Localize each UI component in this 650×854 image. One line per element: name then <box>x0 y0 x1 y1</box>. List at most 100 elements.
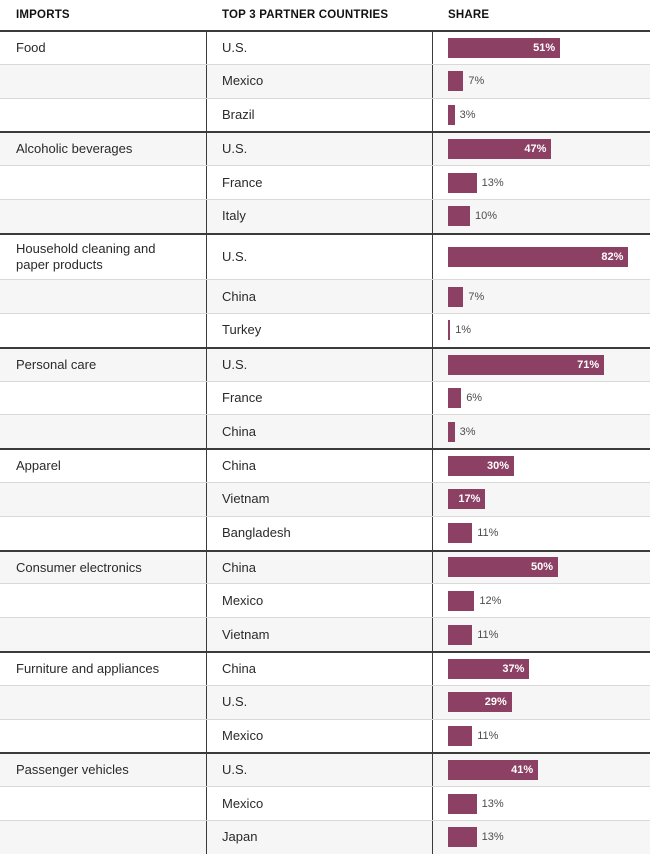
country-label: France <box>222 174 263 190</box>
import-category-cell <box>0 64 207 98</box>
share-value-label: 30% <box>486 460 509 473</box>
table-row: Furniture and appliances China 37% <box>0 650 650 685</box>
share-bar <box>448 172 477 193</box>
import-category-cell: Passenger vehicles <box>0 754 207 787</box>
table-row: Passenger vehicles U.S. 41% <box>0 752 650 787</box>
import-category-cell: Personal care <box>0 348 207 381</box>
table-row: France 13% <box>0 165 650 199</box>
share-cell: 30% <box>433 450 650 482</box>
share-cell: 37% <box>433 653 650 685</box>
import-category-label: Personal care <box>16 356 97 372</box>
country-label: China <box>222 423 256 439</box>
share-bar: 50% <box>448 557 558 578</box>
share-cell: 11% <box>433 720 650 753</box>
country-label: U.S. <box>222 39 248 55</box>
country-label: U.S. <box>222 356 248 372</box>
header-imports: IMPORTS <box>16 9 70 21</box>
share-value-label: 1% <box>455 324 472 337</box>
table-row: France 6% <box>0 380 650 415</box>
country-cell: Turkey <box>207 313 433 347</box>
share-value-label: 3% <box>459 108 476 121</box>
share-value-label: 10% <box>475 210 498 223</box>
share-bar: 71% <box>448 354 605 375</box>
country-label: U.S. <box>222 249 248 265</box>
share-bar <box>448 793 477 814</box>
share-cell: 47% <box>433 133 650 165</box>
import-category-cell <box>0 516 207 550</box>
country-cell: U.S. <box>207 754 433 787</box>
share-value-label: 71% <box>577 358 600 371</box>
country-label: Mexico <box>222 728 264 743</box>
country-cell: Vietnam <box>207 618 433 651</box>
share-bar <box>448 590 475 611</box>
import-category-cell: Alcoholic beverages <box>0 133 207 166</box>
country-cell: Mexico <box>207 719 433 753</box>
share-cell: 11% <box>433 517 650 550</box>
share-bar <box>448 387 462 408</box>
import-category-cell <box>0 584 207 618</box>
share-cell: 13% <box>433 821 650 854</box>
country-cell: China <box>207 652 433 685</box>
share-cell: 82% <box>433 235 650 279</box>
share-bar <box>448 71 464 92</box>
share-cell: 71% <box>433 349 650 381</box>
country-cell: Italy <box>207 199 433 233</box>
share-bar: 17% <box>448 489 486 510</box>
country-cell: U.S. <box>207 348 433 381</box>
share-value-label: 3% <box>459 425 476 438</box>
table-row: Household cleaning and paper products U.S… <box>0 232 650 280</box>
country-label: China <box>222 458 256 474</box>
share-cell: 12% <box>433 584 650 617</box>
share-cell: 41% <box>433 754 650 786</box>
import-category-cell <box>0 280 207 313</box>
country-cell: France <box>207 166 433 199</box>
share-cell: 10% <box>433 200 650 233</box>
country-label: China <box>222 288 256 304</box>
share-value-label: 13% <box>481 831 504 844</box>
import-category-cell <box>0 381 207 415</box>
share-value-label: 7% <box>468 75 485 88</box>
country-label: Mexico <box>222 795 264 811</box>
header-share: SHARE <box>448 9 490 21</box>
share-value-label: 82% <box>601 250 624 263</box>
country-cell: U.S. <box>207 133 433 166</box>
share-bar <box>448 286 464 307</box>
country-label: U.S. <box>222 762 248 778</box>
import-category-cell: Furniture and appliances <box>0 652 207 685</box>
header-partners: TOP 3 PARTNER COUNTRIES <box>222 9 389 21</box>
share-bar: 82% <box>448 246 629 267</box>
share-cell: 3% <box>433 415 650 448</box>
table-header: IMPORTS TOP 3 PARTNER COUNTRIES SHARE <box>0 0 650 30</box>
country-cell: Bangladesh <box>207 516 433 550</box>
table-row: Italy 10% <box>0 198 650 233</box>
import-category-label: Alcoholic beverages <box>16 141 133 157</box>
table-row: Vietnam 17% <box>0 481 650 516</box>
share-cell: 13% <box>433 166 650 199</box>
import-category-cell: Apparel <box>0 450 207 482</box>
share-value-label: 11% <box>477 628 499 641</box>
share-bar <box>448 624 473 645</box>
share-bar: 51% <box>448 37 561 58</box>
import-category-label: Passenger vehicles <box>16 762 129 778</box>
country-label: U.S. <box>222 694 248 710</box>
table-row: Bangladesh 11% <box>0 515 650 550</box>
country-label: Bangladesh <box>222 525 291 541</box>
share-cell: 13% <box>433 787 650 820</box>
share-cell: 7% <box>433 280 650 313</box>
share-value-label: 51% <box>533 41 556 54</box>
table-row: Apparel China 30% <box>0 448 650 482</box>
country-label: Vietnam <box>222 626 270 642</box>
table-row: Mexico 11% <box>0 718 650 753</box>
country-cell: China <box>207 415 433 449</box>
import-category-cell <box>0 313 207 347</box>
table-row: Japan 13% <box>0 819 650 854</box>
country-cell: Mexico <box>207 584 433 618</box>
share-value-label: 11% <box>477 729 499 742</box>
import-category-cell: Household cleaning and paper products <box>0 234 207 280</box>
import-category-label: Apparel <box>16 458 61 474</box>
country-cell: Vietnam <box>207 482 433 516</box>
import-category-label: Household cleaning and paper products <box>16 241 156 272</box>
share-cell: 29% <box>433 686 650 719</box>
share-bar: 30% <box>448 456 514 477</box>
